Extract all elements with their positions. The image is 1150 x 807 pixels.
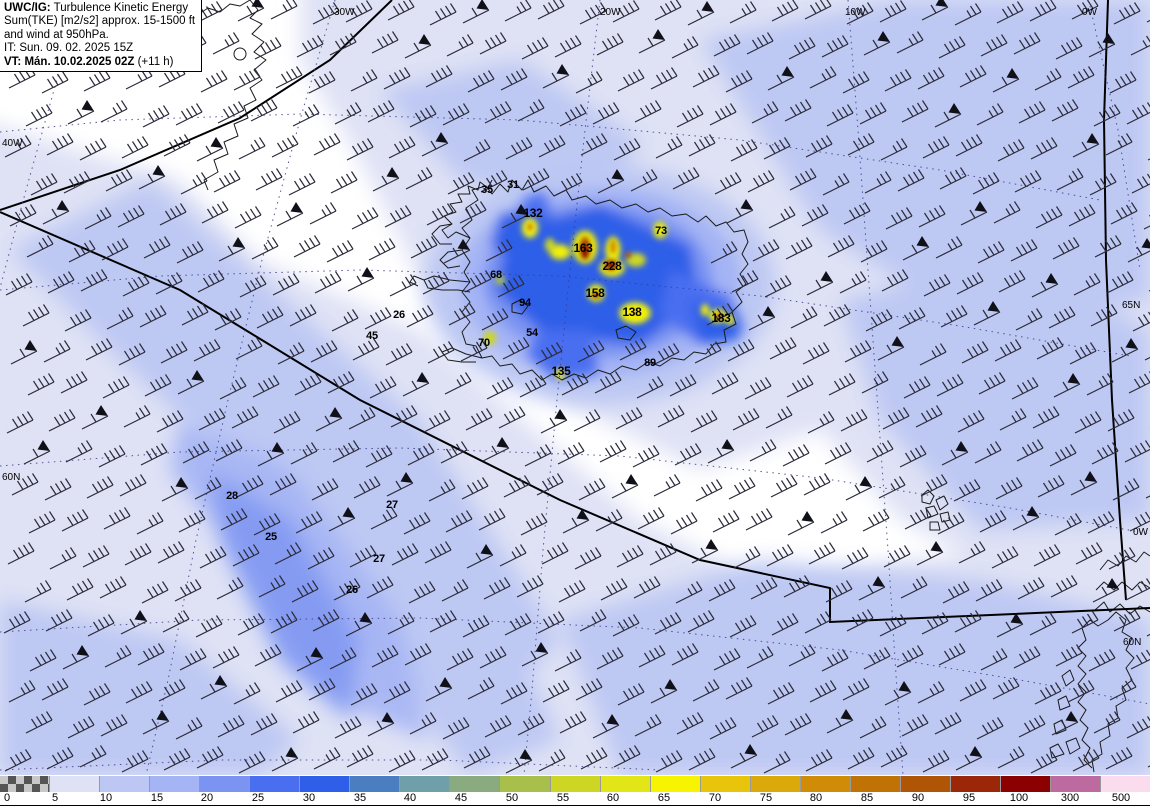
tke-value-label: 183	[711, 311, 731, 325]
colorbar-swatch	[1050, 776, 1102, 792]
colorbar-swatch	[100, 776, 151, 792]
colorbar-tick: 30	[302, 792, 316, 804]
tke-value-label: 26	[346, 584, 358, 596]
colorbar-tick: 25	[251, 792, 265, 804]
map-info-box: UWC/IG: Turbulence Kinetic Energy Sum(TK…	[0, 0, 203, 73]
graticule-label: 0W	[1082, 7, 1097, 18]
colorbar-tick: 65	[657, 792, 671, 804]
valid-time-value: VT: Mán. 10.02.2025 02Z	[4, 55, 135, 68]
colorbar-tick: 5	[51, 792, 59, 804]
tke-value-label: 27	[386, 499, 398, 511]
colorbar: 0 5 10 15 20 25 30 35 40 45 50 55 60 65 70 75 80 85 90 95 10…	[0, 775, 1150, 807]
info-line-1: UWC/IG: Turbulence Kinetic Energy	[4, 2, 195, 15]
tke-value-label: 158	[585, 286, 605, 300]
tke-value-label: 132	[523, 206, 543, 220]
tke-value-label: 228	[602, 259, 622, 273]
colorbar-baseline	[0, 805, 1150, 806]
graticule-label: 0W	[1133, 527, 1148, 538]
colorbar-swatch	[50, 776, 101, 792]
tke-value-label: 25	[265, 531, 277, 543]
tke-value-label: 35	[481, 184, 493, 196]
colorbar-swatch	[850, 776, 901, 792]
colorbar-tick: 40	[403, 792, 417, 804]
colorbar-tick: 75	[759, 792, 773, 804]
tke-value-label: 68	[490, 269, 502, 281]
colorbar-tick: 100	[1009, 792, 1029, 804]
colorbar-tick: 20	[200, 792, 214, 804]
graticule-label: 10W	[845, 7, 866, 18]
colorbar-tick: 70	[708, 792, 722, 804]
tke-field-iceland	[425, 165, 775, 405]
colorbar-swatch	[1101, 776, 1150, 792]
colorbar-swatch	[150, 776, 201, 792]
tke-value-label: 163	[573, 241, 593, 255]
colorbar-swatch	[0, 776, 51, 792]
colorbar-swatch	[950, 776, 1001, 792]
colorbar-tick: 55	[556, 792, 570, 804]
graticule-label: 65N	[1122, 300, 1141, 311]
tke-value-label: 73	[655, 225, 667, 237]
colorbar-swatch	[200, 776, 251, 792]
colorbar-swatch	[750, 776, 801, 792]
colorbar-tick: 300	[1060, 792, 1080, 804]
colorbar-tick: 95	[962, 792, 976, 804]
tke-value-label: 135	[551, 364, 571, 378]
colorbar-tick: 50	[505, 792, 519, 804]
tke-value-label: 70	[478, 337, 490, 349]
tke-value-label: 89	[644, 357, 656, 369]
colorbar-swatch	[250, 776, 301, 792]
colorbar-swatch	[700, 776, 751, 792]
tke-value-label: 94	[519, 297, 531, 309]
colorbar-tick: 45	[454, 792, 468, 804]
colorbar-swatch	[500, 776, 551, 792]
colorbar-swatch	[800, 776, 851, 792]
tke-value-label: 54	[526, 327, 538, 339]
valid-time-offset: (+11 h)	[134, 55, 174, 68]
colorbar-tick: 85	[860, 792, 874, 804]
graticule-label: 60N	[1123, 637, 1142, 648]
colorbar-tick: 90	[911, 792, 925, 804]
graticule-label: 60N	[2, 472, 21, 483]
tke-value-label: 27	[373, 553, 385, 565]
colorbar-tick: 500	[1111, 792, 1131, 804]
info-line-3: and wind at 950hPa.	[4, 28, 109, 41]
colorbar-tick-labels: 0 5 10 15 20 25 30 35 40 45 50 55 60 65 70 75 80 85 90 95 10…	[0, 792, 1150, 807]
info-line-4-init-time: IT: Sun. 09. 02. 2025 15Z	[4, 42, 134, 55]
colorbar-swatch	[400, 776, 451, 792]
colorbar-tick: 10	[99, 792, 113, 804]
colorbar-tick: 0	[4, 792, 11, 804]
map-canvas[interactable]: 35 31 132 73 163 228 68 94 158 138 183 26 45 54 70 89 13…	[0, 0, 1150, 775]
graticule-label: 40W	[2, 138, 23, 149]
tke-value-label: 138	[622, 305, 642, 319]
colorbar-swatches	[0, 776, 1150, 792]
colorbar-tick: 60	[606, 792, 620, 804]
info-line-2: Sum(TKE) [m2/s2] approx. 15-1500 ft	[4, 15, 196, 28]
model-name: UWC/IG:	[4, 2, 51, 14]
fir-boundaries	[0, 0, 1150, 624]
colorbar-tick: 80	[809, 792, 823, 804]
tke-field-midband	[0, 0, 1150, 775]
colorbar-swatch	[450, 776, 501, 792]
graticule-label: 30W	[334, 7, 355, 18]
colorbar-swatch	[650, 776, 701, 792]
colorbar-swatch	[600, 776, 651, 792]
colorbar-swatch	[900, 776, 951, 792]
info-line-1-rest: Turbulence Kinetic Energy	[50, 2, 189, 14]
colorbar-swatch	[1000, 776, 1051, 792]
tke-value-label: 45	[366, 330, 378, 342]
colorbar-tick: 15	[150, 792, 164, 804]
colorbar-swatch	[550, 776, 601, 792]
tke-value-label: 26	[393, 309, 405, 321]
colorbar-swatch	[350, 776, 401, 792]
info-line-5-valid-time: VT: Mán. 10.02.2025 02Z (+11 h)	[4, 56, 195, 69]
map-svg	[0, 0, 1150, 775]
tke-value-label: 28	[226, 490, 238, 502]
graticule-label: 20W	[600, 7, 621, 18]
colorbar-tick: 35	[353, 792, 367, 804]
tke-value-label: 31	[507, 179, 519, 191]
colorbar-swatch	[300, 776, 351, 792]
